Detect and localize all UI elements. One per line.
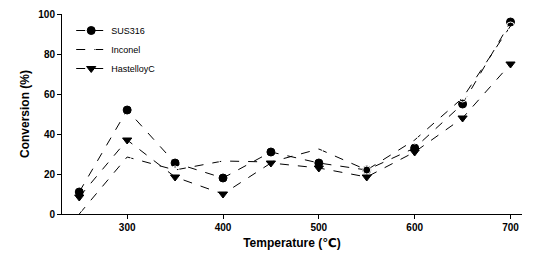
svg-text:0: 0 [49,209,55,220]
svg-text:600: 600 [406,222,423,233]
svg-text:20: 20 [44,169,56,180]
svg-text:Inconel: Inconel [111,45,140,55]
svg-text:SUS316: SUS316 [111,26,145,36]
svg-text:80: 80 [44,49,56,60]
svg-text:Conversion (%): Conversion (%) [18,70,32,158]
svg-text:HastelloyC: HastelloyC [111,64,155,74]
svg-text:60: 60 [44,89,56,100]
svg-text:400: 400 [215,222,232,233]
svg-text:300: 300 [119,222,136,233]
svg-text:40: 40 [44,129,56,140]
svg-text:700: 700 [502,222,519,233]
svg-text:Temperature (℃): Temperature (℃) [243,236,341,250]
svg-text:500: 500 [310,222,327,233]
svg-text:100: 100 [38,9,55,20]
